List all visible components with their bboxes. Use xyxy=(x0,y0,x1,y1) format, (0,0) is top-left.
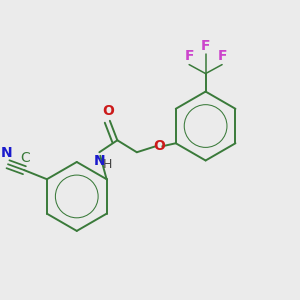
Text: O: O xyxy=(102,104,114,118)
Text: C: C xyxy=(20,151,30,165)
Text: H: H xyxy=(103,158,112,171)
Text: F: F xyxy=(184,49,194,63)
Text: F: F xyxy=(201,39,210,52)
Text: F: F xyxy=(217,49,227,63)
Text: O: O xyxy=(153,139,165,153)
Text: N: N xyxy=(94,154,105,168)
Text: N: N xyxy=(1,146,12,160)
